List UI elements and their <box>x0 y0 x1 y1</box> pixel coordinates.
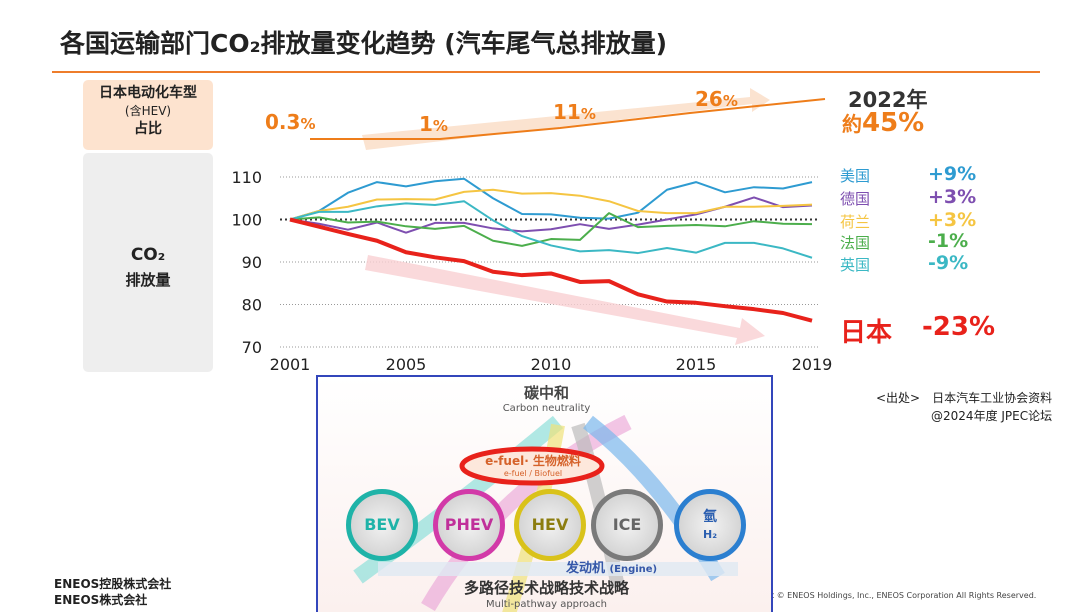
diagram-strategy: 多路径技术战略技术战略 <box>463 579 629 597</box>
legend-change: +9% <box>928 163 977 185</box>
company-line2: ENEOS株式会社 <box>54 593 148 607</box>
multipathway-diagram: 碳中和 Carbon neutrality e-fuel· 生物燃料 e-fue… <box>316 375 773 612</box>
pathway-ice: ICE <box>591 489 663 561</box>
share-trend-line <box>310 98 826 140</box>
legend-name: 英国 <box>840 256 871 274</box>
share-milestone: 26% <box>695 87 738 111</box>
series-line-英国 <box>289 200 813 259</box>
company-names: ENEOS控股株式会社 ENEOS株式会社 <box>54 576 171 608</box>
diagram-fuel-en: e-fuel / Biofuel <box>503 469 563 478</box>
source-line1: <出处> 日本汽车工业协会资料 <box>876 391 1053 405</box>
ev-share-label: 日本电动化车型 (含HEV) 占比 <box>83 80 213 150</box>
x-tick-label: 2001 <box>270 355 311 374</box>
final-share: 約45% <box>842 108 925 138</box>
co2-label-line1: CO₂ <box>130 245 166 265</box>
legend-change: +3% <box>928 186 977 208</box>
company-line1: ENEOS控股株式会社 <box>54 577 172 591</box>
legend-change: -9% <box>928 252 969 274</box>
co2-label-line2: 排放量 <box>125 271 171 289</box>
series-line-荷兰 <box>289 188 813 221</box>
legend-name: 法国 <box>840 234 871 252</box>
diagram-engine: 发动机 (Engine) <box>566 561 658 576</box>
series-line-日本 <box>289 217 813 323</box>
diagram-strategy-en: Multi-pathway approach <box>486 599 607 610</box>
legend-change-japan: -23% <box>922 312 996 342</box>
legend-name-japan: 日本 <box>840 318 893 348</box>
decline-arrow <box>365 255 765 345</box>
series-line-法国 <box>289 212 813 247</box>
x-tick-label: 2005 <box>386 355 427 374</box>
source-note: <出处> 日本汽车工业协会资料 @2024年度 JPEC论坛 <box>876 389 1052 425</box>
legend-change: -1% <box>928 230 969 252</box>
diagram-goal: 碳中和 <box>523 384 569 402</box>
pathway-phev: PHEV <box>433 489 505 561</box>
co2-label: CO₂ 排放量 <box>83 153 213 372</box>
pathway-bev: BEV <box>346 489 418 561</box>
x-tick-label: 2019 <box>792 355 833 374</box>
legend-name: 德国 <box>840 190 871 208</box>
ev-share-label-line2: (含HEV) <box>124 104 172 118</box>
share-trend-arrow <box>362 88 770 150</box>
y-tick-label: 80 <box>242 296 262 315</box>
copyright: Copyright © ENEOS Holdings, Inc., ENEOS … <box>735 591 1037 600</box>
ev-share-label-line3: 占比 <box>134 121 162 137</box>
series-line-美国 <box>289 177 813 221</box>
share-milestone: 0.3% <box>265 110 316 134</box>
legend-change: +3% <box>928 209 977 231</box>
page-title: 各国运输部门CO₂排放量变化趋势 (汽车尾气总排放量) <box>60 29 668 58</box>
ev-share-label-line1: 日本电动化车型 <box>99 85 197 101</box>
pathway-hev: HEV <box>514 489 586 561</box>
diagram-goal-en: Carbon neutrality <box>502 403 591 414</box>
legend-name: 荷兰 <box>840 213 871 231</box>
legend-name: 美国 <box>840 167 871 185</box>
x-tick-label: 2010 <box>531 355 572 374</box>
title-divider <box>52 71 1040 73</box>
share-milestone: 1% <box>419 112 448 136</box>
pathway-hydrogen: 氫 H₂ <box>674 489 746 561</box>
final-year: 2022年 <box>848 88 928 112</box>
share-milestone: 11% <box>553 100 596 124</box>
diagram-fuel: e-fuel· 生物燃料 <box>485 454 581 468</box>
y-tick-label: 90 <box>242 253 262 272</box>
source-line2: @2024年度 JPEC论坛 <box>931 409 1053 423</box>
y-tick-label: 110 <box>231 168 262 187</box>
x-tick-label: 2015 <box>676 355 717 374</box>
y-tick-label: 70 <box>242 338 262 357</box>
y-tick-label: 100 <box>231 211 262 230</box>
